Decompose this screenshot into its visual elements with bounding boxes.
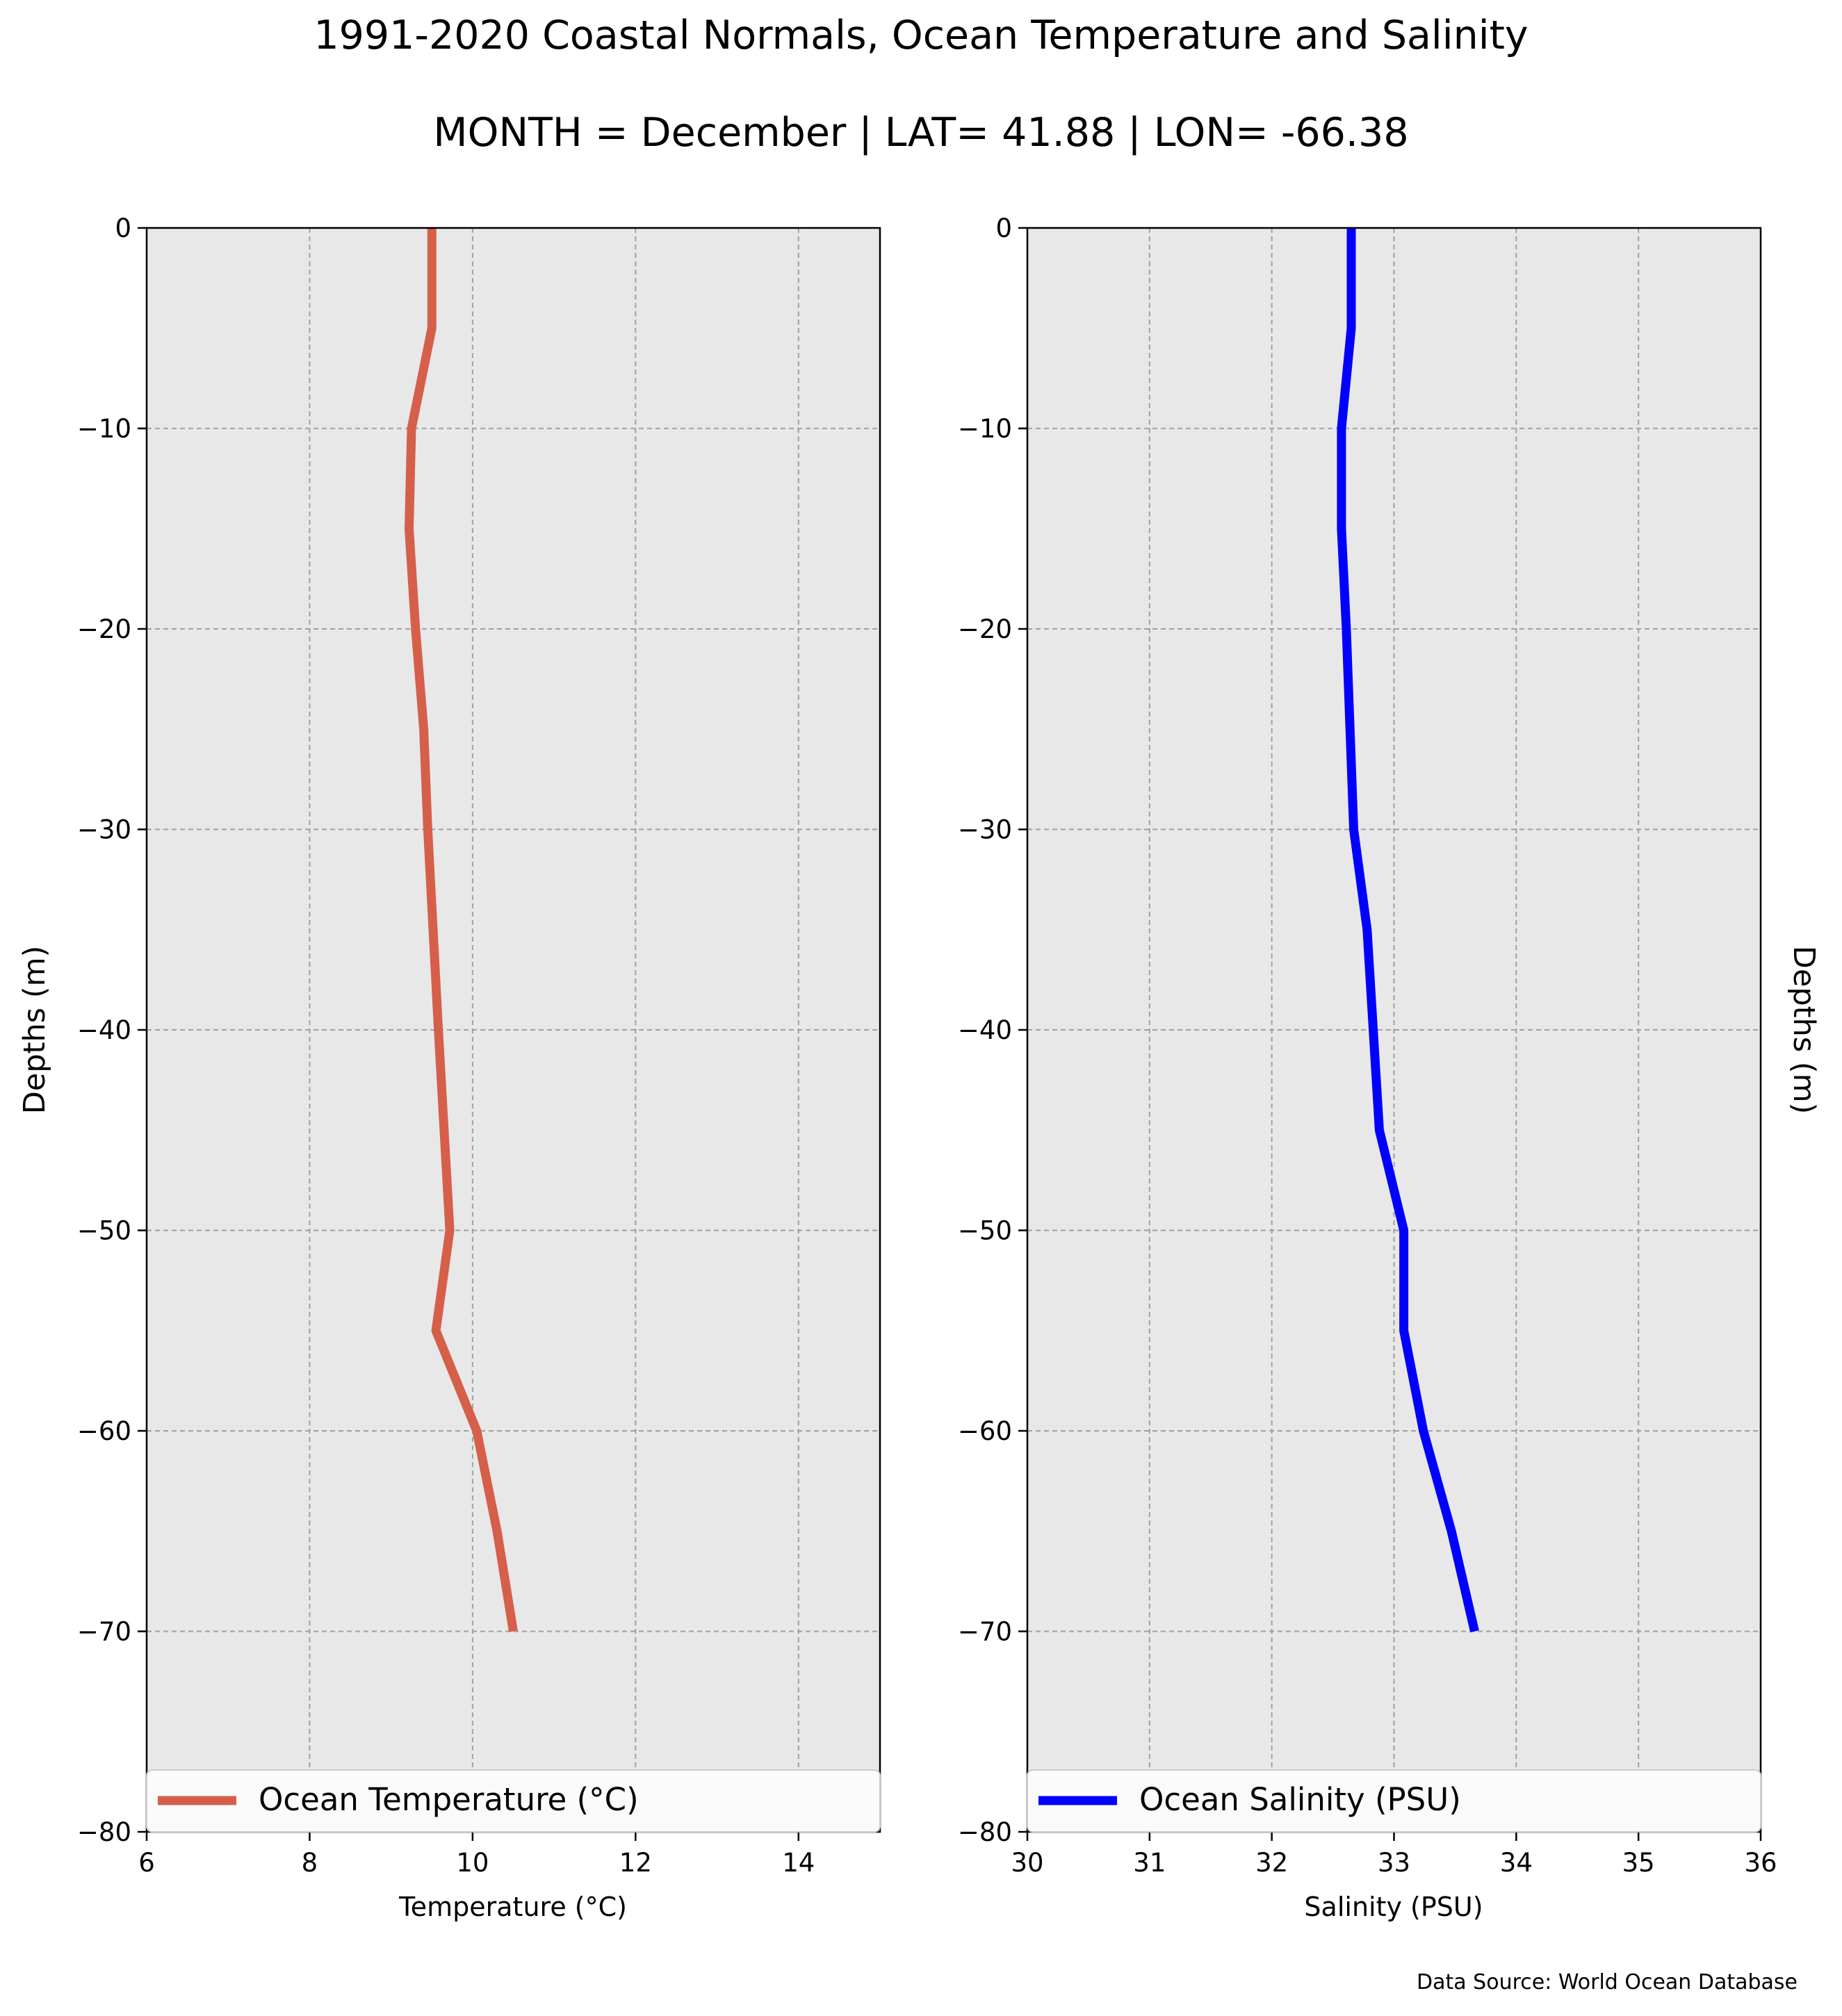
salinity-legend-label: Ocean Salinity (PSU) bbox=[1139, 1781, 1461, 1818]
salinity-x-tick-label-32: 32 bbox=[1255, 1848, 1288, 1878]
salinity-x-tick-label-35: 35 bbox=[1622, 1848, 1655, 1878]
salinity-y-tick-label-30: −30 bbox=[958, 815, 1012, 845]
salinity-y-tick-label-10: −10 bbox=[958, 414, 1012, 444]
temperature-x-tick-label-12: 12 bbox=[619, 1848, 652, 1878]
salinity-legend: Ocean Salinity (PSU) bbox=[1027, 1769, 1761, 1833]
temperature-x-tick-label-14: 14 bbox=[782, 1848, 815, 1878]
temperature-y-tick-label-10: −10 bbox=[77, 414, 131, 444]
temperature-x-tick-label-10: 10 bbox=[456, 1848, 489, 1878]
temperature-series-lines bbox=[405, 228, 518, 1632]
salinity-x-tick-label-31: 31 bbox=[1133, 1848, 1166, 1878]
temperature-x-tick-label-6: 6 bbox=[138, 1848, 155, 1878]
salinity-panel: 30 31 32 33 34 35 360−10−20−30−40−50−60−70−80 … bbox=[958, 213, 1821, 1922]
temperature-x-tick-label-8: 8 bbox=[302, 1848, 318, 1878]
salinity-y-tick-label-0: 0 bbox=[995, 213, 1012, 243]
temperature-legend: Ocean Temperature (°C) bbox=[146, 1769, 881, 1833]
salinity-x-tick-label-33: 33 bbox=[1378, 1848, 1410, 1878]
salinity-x-tick-label-36: 36 bbox=[1744, 1848, 1777, 1878]
temperature-x-axis-label: Temperature (°C) bbox=[398, 1892, 627, 1922]
temperature-y-tick-label-50: −50 bbox=[77, 1216, 131, 1246]
salinity-x-axis-label: Salinity (PSU) bbox=[1304, 1892, 1483, 1922]
temperature-y-tick-label-20: −20 bbox=[77, 614, 131, 644]
temperature-panel: 6 8 10 12 14 0 −10 −20 −30 −40 −50 −60 −70 −80 Temper… bbox=[17, 213, 881, 1922]
temperature-series-line-0 bbox=[405, 228, 518, 1632]
salinity-series-line-0 bbox=[1337, 228, 1479, 1632]
temperature-legend-box bbox=[146, 1769, 881, 1833]
temperature-y-tick-label-0: 0 bbox=[115, 213, 131, 243]
salinity-x-tick-label-34: 34 bbox=[1500, 1848, 1533, 1878]
salinity-y-tick-label-20: −20 bbox=[958, 614, 1012, 644]
salinity-y-axis-label: Depths (m) bbox=[1786, 946, 1821, 1114]
salinity-y-tick-label-80: −80 bbox=[958, 1817, 1012, 1847]
temperature-ticks: 6 8 10 12 14 0 −10 −20 −30 −40 −50 −60 −70 −80 bbox=[77, 213, 815, 1878]
salinity-y-tick-label-40: −40 bbox=[958, 1015, 1012, 1045]
figure-title: 1991-2020 Coastal Normals, Ocean Tempera… bbox=[313, 13, 1528, 58]
salinity-legend-box bbox=[1027, 1769, 1761, 1833]
figure-subtitle: MONTH = December | LAT= 41.88 | LON= -66… bbox=[433, 110, 1408, 156]
temperature-y-tick-label-80: −80 bbox=[77, 1817, 131, 1847]
temperature-y-tick-label-60: −60 bbox=[77, 1416, 131, 1446]
temperature-y-tick-label-30: −30 bbox=[77, 815, 131, 845]
salinity-y-tick-label-50: −50 bbox=[958, 1216, 1012, 1246]
salinity-y-tick-label-70: −70 bbox=[958, 1617, 1012, 1647]
temperature-y-tick-label-70: −70 bbox=[77, 1617, 131, 1647]
salinity-x-tick-label-30: 30 bbox=[1011, 1848, 1043, 1878]
salinity-series-lines bbox=[1337, 228, 1479, 1632]
temperature-y-tick-label-40: −40 bbox=[77, 1015, 131, 1045]
temperature-y-axis-label: Depths (m) bbox=[17, 946, 52, 1114]
salinity-ticks: 30 31 32 33 34 35 36 0 −10 −20 −30 −40 −50 −60 −70 −80 bbox=[958, 213, 1777, 1878]
temperature-legend-label: Ocean Temperature (°C) bbox=[259, 1781, 639, 1818]
salinity-y-tick-label-60: −60 bbox=[958, 1416, 1012, 1446]
data-source-note: Data Source: World Ocean Database bbox=[1417, 1970, 1798, 1994]
